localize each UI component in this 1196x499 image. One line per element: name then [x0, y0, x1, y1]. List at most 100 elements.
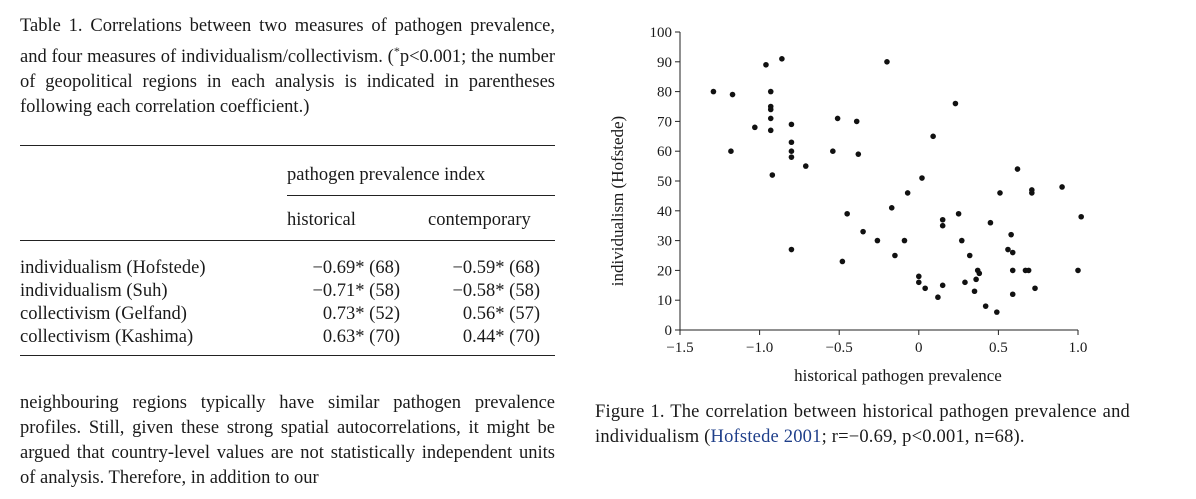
data-point	[769, 172, 776, 178]
x-tick-label: −0.5	[826, 340, 853, 356]
data-point	[976, 270, 983, 277]
data-point	[1029, 190, 1035, 196]
data-point	[987, 219, 994, 226]
y-tick-label: 50	[657, 174, 672, 190]
cell-historical: 0.73* (52)	[322, 304, 400, 324]
data-point	[855, 151, 862, 157]
x-tick-label: −1.0	[746, 340, 773, 356]
data-point	[788, 154, 795, 160]
data-point	[1005, 246, 1011, 253]
cell-contemporary: −0.58* (58)	[452, 281, 540, 301]
data-point	[901, 237, 908, 244]
table-header-rule	[20, 240, 555, 241]
data-point	[853, 118, 860, 125]
data-point	[916, 279, 922, 286]
y-tick-label: 30	[657, 234, 672, 250]
data-point	[973, 276, 979, 283]
data-point	[919, 175, 925, 181]
data-point	[971, 288, 978, 295]
data-point	[802, 163, 809, 169]
y-tick-label: 10	[657, 293, 672, 309]
data-point	[958, 237, 965, 244]
y-tick-label: 80	[657, 85, 672, 101]
citation-link[interactable]: Hofstede 2001	[710, 427, 822, 447]
data-point	[939, 222, 946, 229]
data-point	[763, 61, 769, 68]
data-point	[874, 237, 881, 244]
data-point	[904, 190, 911, 196]
x-tick-label: 0.5	[989, 340, 1008, 356]
data-point	[930, 133, 936, 140]
scatter-chart: 0 10 20 30 40 50 60 70 80 90 100 −1.5 −1.0 −0.5 0 0.5 1.…	[608, 25, 1088, 385]
y-tick-label: 20	[657, 263, 672, 279]
cell-contemporary: 0.56* (57)	[462, 304, 540, 324]
data-point	[1009, 291, 1016, 298]
row-label: individualism (Hofstede)	[20, 258, 206, 278]
y-tick-label: 100	[650, 25, 673, 41]
data-point	[966, 252, 973, 259]
data-point	[1009, 249, 1016, 256]
cell-historical: −0.69* (68)	[312, 258, 400, 278]
data-point	[767, 127, 774, 134]
data-point	[839, 258, 846, 265]
data-point	[767, 88, 774, 95]
data-point	[916, 273, 922, 280]
data-point	[788, 246, 795, 253]
data-point	[788, 139, 795, 146]
row-label: individualism (Suh)	[20, 281, 168, 301]
data-point	[729, 91, 736, 98]
data-point	[982, 303, 989, 309]
data-point	[834, 115, 841, 122]
data-point	[779, 56, 785, 62]
data-point	[830, 148, 836, 154]
data-point	[888, 205, 895, 211]
table-caption-prefix: Table 1. Correlations between two measur…	[20, 16, 555, 68]
column-header-contemporary: contemporary	[428, 210, 531, 230]
table-top-rule	[20, 145, 555, 146]
x-tick-label: −1.5	[666, 340, 693, 356]
data-point	[767, 106, 774, 113]
row-label: collectivism (Kashima)	[20, 327, 194, 347]
data-point	[962, 279, 968, 286]
data-point	[955, 210, 962, 217]
figure-caption: Figure 1. The correlation between histor…	[595, 400, 1130, 450]
row-label: collectivism (Gelfand)	[20, 304, 187, 324]
data-point	[788, 148, 795, 154]
x-tick-label: 1.0	[1069, 340, 1088, 356]
data-point	[939, 216, 946, 223]
cell-historical: 0.63* (70)	[322, 327, 400, 347]
data-point	[710, 88, 717, 95]
data-point	[1078, 213, 1084, 220]
table-caption-p: p<0.001; the number of geopolitical regi…	[20, 47, 556, 118]
data-point	[892, 252, 898, 259]
chart-points	[710, 56, 1084, 315]
cell-contemporary: 0.44* (70)	[462, 327, 540, 347]
data-point	[860, 228, 866, 235]
data-point	[1059, 184, 1065, 190]
data-point	[997, 190, 1003, 196]
data-point	[1009, 267, 1016, 274]
data-point	[788, 121, 795, 128]
y-tick-label: 40	[657, 204, 672, 220]
cell-historical: −0.71* (58)	[312, 281, 400, 301]
column-header-historical: historical	[287, 210, 356, 230]
data-point	[922, 285, 928, 292]
data-point	[1008, 231, 1014, 238]
figure-caption-stats: ; r=−0.69, p<0.001, n=68).	[821, 427, 1025, 447]
table-group-header: pathogen prevalence index	[287, 165, 486, 185]
data-point	[1025, 267, 1032, 274]
body-paragraph: neighbouring regions typically have simi…	[20, 393, 555, 488]
data-point	[884, 59, 890, 65]
cell-contemporary: −0.59* (68)	[452, 258, 540, 278]
data-point	[844, 210, 850, 217]
chart-axes: 0 10 20 30 40 50 60 70 80 90 100 −1.5 −1.0 −0.5 0 0.5 1.…	[650, 25, 1088, 356]
data-point	[1032, 285, 1038, 292]
data-point	[767, 115, 774, 122]
y-axis-label: individualism (Hofstede)	[608, 116, 627, 286]
data-point	[728, 148, 734, 154]
table-bottom-rule	[20, 355, 555, 356]
y-tick-label: 70	[657, 114, 672, 130]
x-axis-label: historical pathogen prevalence	[794, 366, 1002, 385]
figure-caption-text: Figure 1. The correlation between histor…	[595, 402, 1130, 447]
data-point	[935, 294, 941, 301]
